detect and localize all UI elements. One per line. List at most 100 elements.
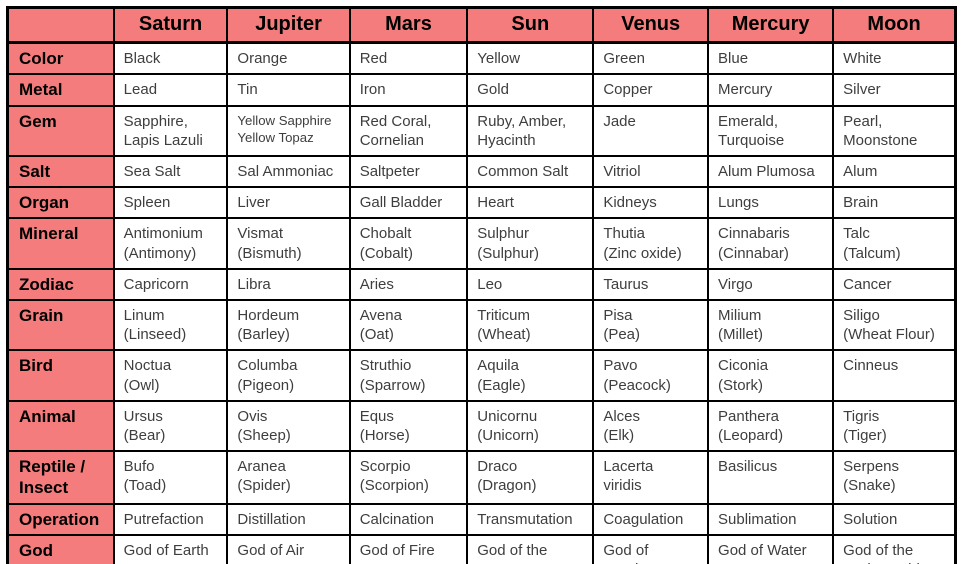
table-cell: Calcination xyxy=(348,502,469,536)
table-cell: Sublimation xyxy=(707,502,835,536)
table-cell: Pavo (Peacock) xyxy=(592,349,710,402)
row-label: Grain xyxy=(6,298,115,352)
table-row-zodiac: Zodiac Capricorn Libra Aries Leo Taurus Virgo C… xyxy=(6,267,957,302)
table-cell: Coagulation xyxy=(592,502,710,536)
table-cell: Blue xyxy=(707,41,835,76)
row-label: Gem xyxy=(6,104,115,157)
table-cell: Solution xyxy=(832,502,957,536)
table-cell: Vitriol xyxy=(592,154,710,189)
table-row-salt: Salt Sea Salt Sal Ammoniac Saltpeter Common … xyxy=(6,154,957,189)
table-cell: Lungs xyxy=(707,186,835,220)
row-label: Salt xyxy=(6,154,115,189)
table-cell: Lead xyxy=(112,73,229,107)
table-cell: Yellow Sapphire Yellow Topaz xyxy=(226,104,351,157)
table-cell: Antimonium (Antimony) xyxy=(112,217,229,270)
table-cell: Alum Plumosa xyxy=(707,154,835,189)
table-cell: Pearl, Moonstone xyxy=(832,104,957,157)
row-label: Zodiac xyxy=(6,267,115,302)
table-cell: God of Fire xyxy=(348,533,469,564)
table-cell: Leo xyxy=(466,267,595,302)
table-cell: Avena (Oat) xyxy=(348,298,469,352)
table-cell: Cinnabaris (Cinnabar) xyxy=(707,217,835,270)
table-cell: Linum (Linseed) xyxy=(112,298,229,352)
table-row-grain: Grain Linum (Linseed) Hordeum (Barley) Aven… xyxy=(6,298,957,352)
table-cell: Ciconia (Stork) xyxy=(707,349,835,402)
table-cell: Thutia (Zinc oxide) xyxy=(592,217,710,270)
table-cell: Milium (Millet) xyxy=(707,298,835,352)
table-row-color: Color Black Orange Red Yellow Green Blue White xyxy=(6,41,957,76)
table-cell: Orange xyxy=(226,41,351,76)
row-label: Organ xyxy=(6,186,115,220)
table-body: Color Black Orange Red Yellow Green Blue White M… xyxy=(6,41,957,564)
table-cell: Pisa (Pea) xyxy=(592,298,710,352)
table-cell: Heart xyxy=(466,186,595,220)
row-label: Operation xyxy=(6,502,115,536)
table-header: Saturn Jupiter Mars Sun Venus Mercury Moon xyxy=(6,6,957,44)
table-cell: Bufo (Toad) xyxy=(112,450,229,505)
column-header-moon: Moon xyxy=(832,6,957,44)
table-cell: Red Coral, Cornelian xyxy=(348,104,469,157)
table-cell: Tigris (Tiger) xyxy=(832,399,957,453)
table-cell: Distillation xyxy=(226,502,351,536)
table-cell: Red xyxy=(348,41,469,76)
table-cell: Libra xyxy=(226,267,351,302)
table-row-gem: Gem Sapphire, Lapis Lazuli Yellow Sapphire… xyxy=(6,104,957,157)
table-cell: God of Water xyxy=(707,533,835,564)
table-cell: Struthio (Sparrow) xyxy=(348,349,469,402)
table-cell: Putrefaction xyxy=(112,502,229,536)
row-label: Reptile / Insect xyxy=(6,450,115,505)
table-cell: Sea Salt xyxy=(112,154,229,189)
table-cell: Alces (Elk) xyxy=(592,399,710,453)
column-header-mercury: Mercury xyxy=(707,6,835,44)
table-cell: Draco (Dragon) xyxy=(466,450,595,505)
table-cell: God of Earth xyxy=(112,533,229,564)
table-cell: White xyxy=(832,41,957,76)
table-cell: Sal Ammoniac xyxy=(226,154,351,189)
table-cell: Talc (Talcum) xyxy=(832,217,957,270)
table-row-god: God God of Earth God of Air God of Fire God … xyxy=(6,533,957,564)
column-header-saturn: Saturn xyxy=(112,6,229,44)
table-cell: Silver xyxy=(832,73,957,107)
table-cell: Vismat (Bismuth) xyxy=(226,217,351,270)
table-cell: Tin xyxy=(226,73,351,107)
table-cell: Black xyxy=(112,41,229,76)
table-cell: Siligo (Wheat Flour) xyxy=(832,298,957,352)
table-cell: Columba (Pigeon) xyxy=(226,349,351,402)
table-cell: Gall Bladder xyxy=(348,186,469,220)
table-cell: Unicornu (Unicorn) xyxy=(466,399,595,453)
table-row-organ: Organ Spleen Liver Gall Bladder Heart Kidneys… xyxy=(6,186,957,220)
table-cell: Jade xyxy=(592,104,710,157)
column-header-venus: Venus xyxy=(592,6,710,44)
table-cell: Scorpio (Scorpion) xyxy=(348,450,469,505)
table-cell: Alum xyxy=(832,154,957,189)
table-cell: Chobalt (Cobalt) xyxy=(348,217,469,270)
table-cell: Basilicus xyxy=(707,450,835,505)
table-cell: Spleen xyxy=(112,186,229,220)
table-cell: Emerald, Turquoise xyxy=(707,104,835,157)
table-cell: Brain xyxy=(832,186,957,220)
table-cell: Cinneus xyxy=(832,349,957,402)
table-cell: Hordeum (Barley) xyxy=(226,298,351,352)
table-cell: Copper xyxy=(592,73,710,107)
table-cell: Ruby, Amber, Hyacinth xyxy=(466,104,595,157)
table-cell: Serpens (Snake) xyxy=(832,450,957,505)
table-cell: Gold xyxy=(466,73,595,107)
row-label: Color xyxy=(6,41,115,76)
row-label: God xyxy=(6,533,115,564)
table-row-mineral: Mineral Antimonium (Antimony) Vismat (Bism… xyxy=(6,217,957,270)
correspondence-table: Saturn Jupiter Mars Sun Venus Mercury Moon Col… xyxy=(6,6,957,564)
table-cell: Sapphire, Lapis Lazuli xyxy=(112,104,229,157)
header-row: Saturn Jupiter Mars Sun Venus Mercury Moon xyxy=(6,6,957,44)
table-cell: Aranea (Spider) xyxy=(226,450,351,505)
row-label: Mineral xyxy=(6,217,115,270)
table-cell: Yellow xyxy=(466,41,595,76)
table-row-reptile-insect: Reptile / Insect Bufo (Toad) Aranea (Spide… xyxy=(6,450,957,505)
table-cell: Liver xyxy=(226,186,351,220)
table-cell: Ursus (Bear) xyxy=(112,399,229,453)
table-cell: Taurus xyxy=(592,267,710,302)
table-cell: Green xyxy=(592,41,710,76)
table-row-metal: Metal Lead Tin Iron Gold Copper Mercury Silver xyxy=(6,73,957,107)
table-cell: Mercury xyxy=(707,73,835,107)
table-cell: God of Air xyxy=(226,533,351,564)
